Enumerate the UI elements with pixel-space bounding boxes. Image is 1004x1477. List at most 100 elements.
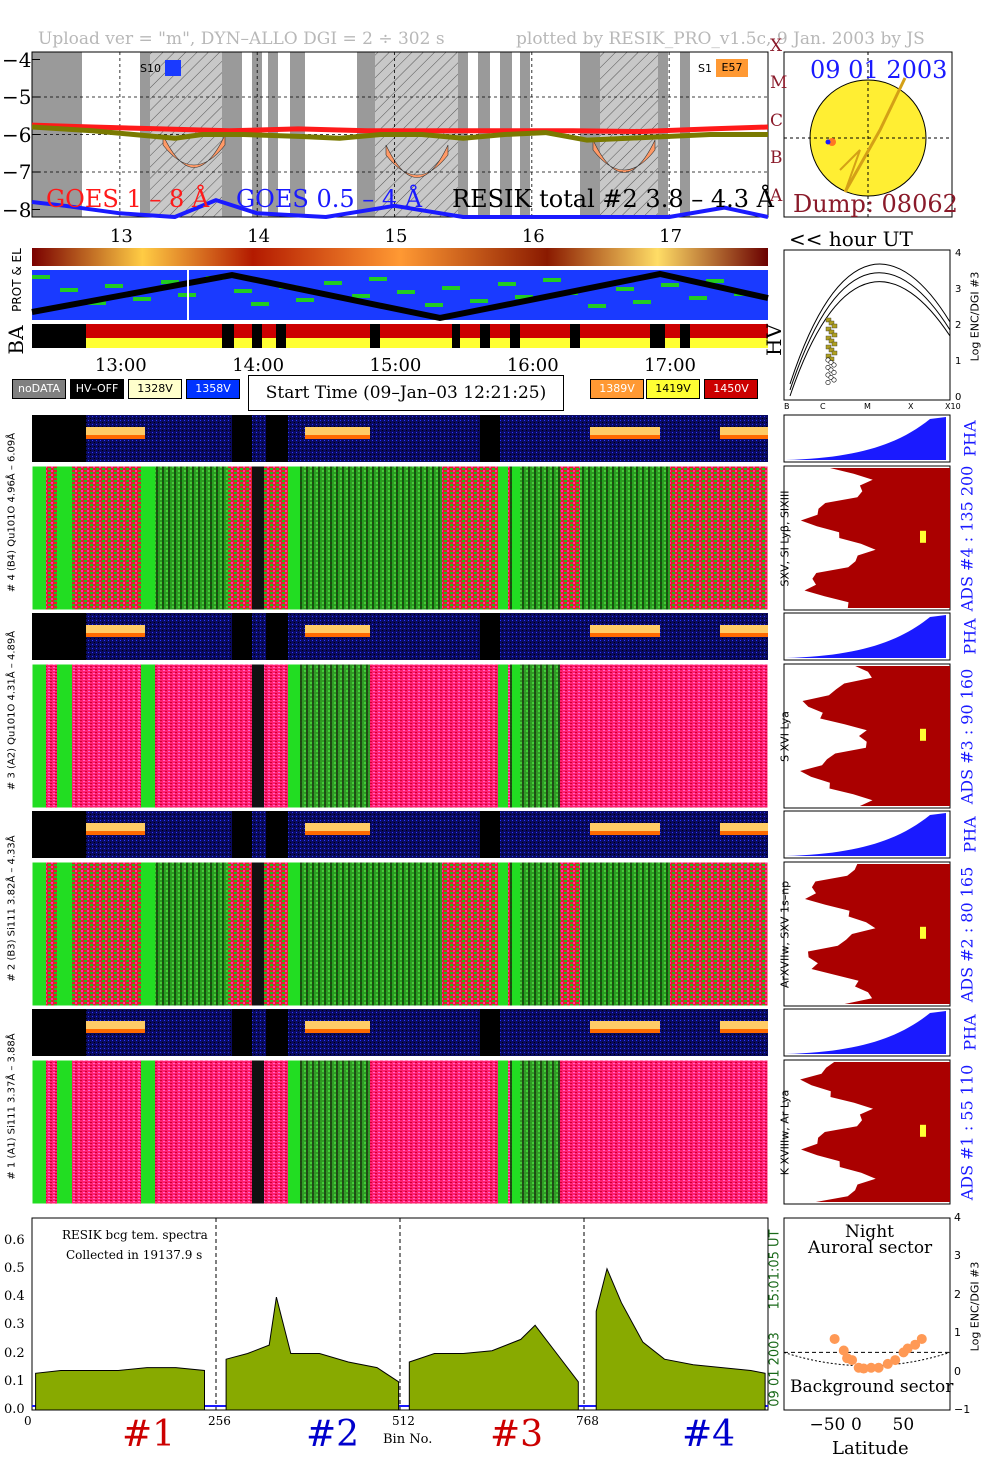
lat-point <box>916 1333 927 1344</box>
hv-point <box>825 326 832 332</box>
hv-point <box>831 332 838 338</box>
spectrum-side-time: 15:01:05 UT <box>767 1229 783 1310</box>
lat-ylabel: Log ENC/DGI #3 <box>968 1261 982 1352</box>
orbit-green-streak <box>498 282 516 286</box>
channel-number: #4 <box>682 1414 736 1455</box>
hv-xtick: X <box>908 402 914 411</box>
pha-band <box>86 1021 145 1029</box>
hour-label: 14 <box>247 226 271 247</box>
legend-chip: 1389V <box>590 379 644 399</box>
orbit-heat-strip <box>32 248 768 266</box>
spectrum-xlabel: Bin No. <box>383 1432 433 1447</box>
goes-class-label: M <box>770 73 788 93</box>
orbit-green-streak <box>369 277 387 281</box>
hv-point <box>828 329 835 335</box>
pha-band <box>590 427 660 435</box>
ads-label: ADS #2 : 80 165 <box>957 866 977 1003</box>
time-label: 15:00 <box>369 355 422 376</box>
hv-off-band <box>650 324 665 348</box>
spectrogram-frame <box>31 1059 769 1205</box>
goes-ytick: −7 <box>2 160 32 184</box>
hv-point <box>828 347 835 353</box>
orbit-zigzag <box>31 270 769 322</box>
orbit-green-streak <box>234 289 252 293</box>
spectrum-ytick: 0.5 <box>4 1260 25 1276</box>
goes-ytick: −5 <box>2 85 32 109</box>
pha-band-2 <box>720 1029 768 1033</box>
pha-band <box>720 1021 768 1029</box>
hv-point <box>828 338 835 344</box>
pha-band-2 <box>305 633 370 637</box>
spectrum-ytick: 0.6 <box>4 1232 25 1248</box>
spectrogram-green-region <box>300 664 370 808</box>
pha-profile <box>786 615 946 658</box>
hour-label: 15 <box>384 226 408 247</box>
hv-ytick: 3 <box>955 284 962 295</box>
hv-off-band <box>222 324 234 348</box>
spectrogram-green-col <box>288 862 300 1006</box>
hv-ytick: 4 <box>955 248 962 259</box>
hv-off-band <box>570 324 580 348</box>
goes-ytick: −4 <box>2 47 32 72</box>
satellite-dot-2 <box>825 139 831 145</box>
flare-hump <box>592 139 656 173</box>
time-label: 17:00 <box>644 355 696 376</box>
spectrogram-green-region <box>150 466 228 610</box>
hv-scatter-ylabel: Log ENC/DGI #3 <box>968 271 982 362</box>
ads-profile <box>800 1062 950 1202</box>
hv-point <box>831 341 838 347</box>
ads-profile <box>805 864 950 1004</box>
orbit-green-streak <box>324 281 342 285</box>
lat-point <box>866 1362 877 1373</box>
lat-point <box>847 1355 858 1366</box>
lat-point <box>910 1339 921 1350</box>
spectrogram-green-col <box>498 1060 508 1204</box>
pha-label: PHA <box>960 815 980 853</box>
pha-band <box>305 823 370 831</box>
series-line-1 <box>31 122 769 134</box>
spectrogram-green-col <box>57 664 72 808</box>
pha-off <box>480 811 500 858</box>
pha-band-2 <box>720 435 768 439</box>
channel-number: #1 <box>122 1414 176 1455</box>
lat-title-3: Background sector <box>790 1377 954 1397</box>
pha-band-2 <box>590 1029 660 1033</box>
pha-band-2 <box>590 435 660 439</box>
legend-chip: noDATA <box>12 379 66 399</box>
pha-band-2 <box>86 1029 145 1033</box>
hv-point-open <box>831 377 837 383</box>
hv-point <box>825 344 832 350</box>
legend-chip: 1450V <box>704 379 758 399</box>
hv-ytick: 2 <box>955 320 962 331</box>
orbit-green-streak <box>689 296 707 300</box>
spectrogram-green-region <box>300 466 370 610</box>
hour-label: 13 <box>109 226 133 247</box>
hv-off-band <box>510 324 520 348</box>
ads-profile <box>800 468 950 608</box>
flare-hump <box>162 134 226 168</box>
hv-off-band <box>252 324 262 348</box>
pha-profile <box>786 417 946 460</box>
ads-label: ADS #4 : 135 200 <box>957 465 977 612</box>
ads-profile <box>800 666 950 806</box>
lat-ytick: 4 <box>954 1211 961 1224</box>
lat-ytick: 0 <box>954 1364 961 1378</box>
spectrogram-frame <box>31 663 769 809</box>
series-line-2 <box>31 198 769 219</box>
spectrogram-frame <box>31 861 769 1007</box>
spectrogram-green-region <box>580 466 670 610</box>
orbit-green-streak <box>251 302 269 306</box>
lat-ytick: 2 <box>954 1287 961 1301</box>
spectrogram-green-col <box>512 664 520 808</box>
channel-right-label: SXV, SI Lyβ, SIXIII <box>778 490 792 587</box>
goes-class-label: X <box>770 35 783 56</box>
hv-off-band <box>452 324 460 348</box>
spectrogram-green-col <box>498 466 508 610</box>
pha-band <box>86 625 145 633</box>
hv-xtick: X10 <box>945 402 961 411</box>
orbit-green-streak <box>470 299 488 303</box>
pha-band <box>720 625 768 633</box>
pha-band <box>590 823 660 831</box>
hour-label: 16 <box>521 226 545 247</box>
